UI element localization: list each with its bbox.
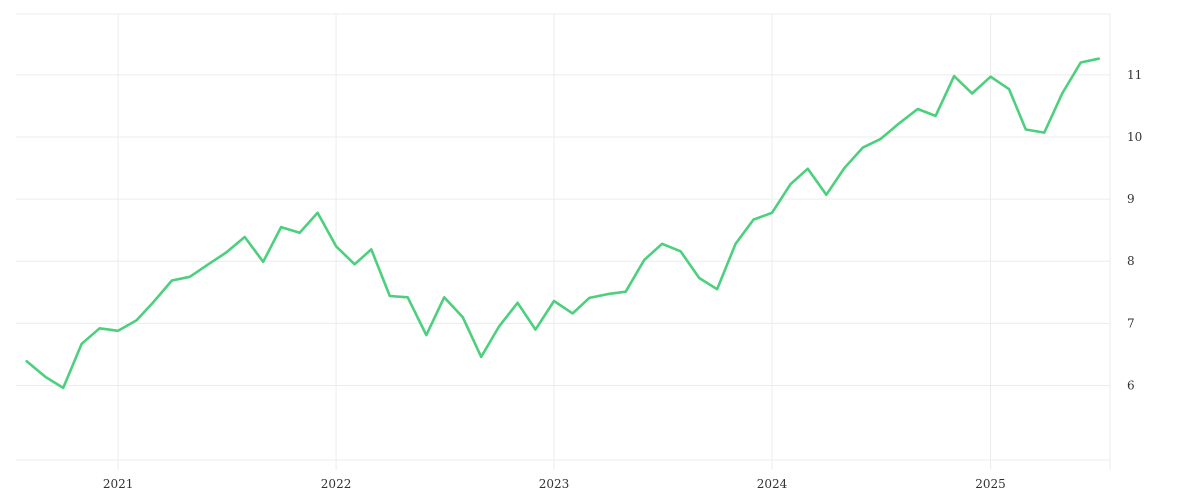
x-tick-label: 2021 [103, 477, 134, 491]
y-tick-label: 9 [1127, 192, 1135, 206]
y-tick-label: 7 [1127, 316, 1135, 330]
x-tick-label: 2023 [539, 477, 570, 491]
series-line [25, 57, 1100, 390]
x-axis-tick-labels: 2021 2022 2023 2024 2025 [103, 477, 1006, 491]
series-group [25, 57, 1100, 390]
y-tick-label: 11 [1127, 68, 1142, 82]
y-tick-label: 8 [1127, 254, 1135, 268]
x-tick-label: 2025 [975, 477, 1006, 491]
horizontal-gridlines [16, 13, 1110, 461]
vertical-gridlines [117, 14, 1111, 470]
y-axis-tick-labels: 6 7 8 9 10 11 [1127, 68, 1142, 393]
y-tick-label: 10 [1127, 130, 1142, 144]
x-tick-label: 2022 [321, 477, 352, 491]
x-tick-label: 2024 [757, 477, 788, 491]
y-tick-label: 6 [1127, 378, 1135, 392]
